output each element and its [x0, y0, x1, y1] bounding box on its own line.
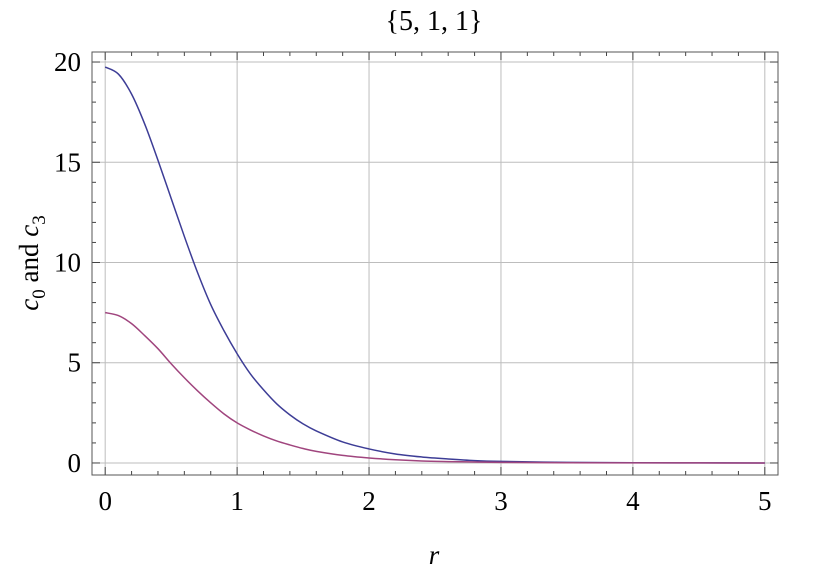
grid [92, 52, 778, 475]
x-tick-label-3: 3 [494, 486, 508, 516]
y-tick-label-4: 20 [54, 47, 81, 77]
x-tick-label-5: 5 [758, 486, 772, 516]
x-tick-label-0: 0 [98, 486, 112, 516]
ticks [92, 52, 778, 475]
y-tick-labels: 0 5 10 15 20 [54, 47, 81, 478]
y-label-var1: c [14, 299, 44, 311]
y-tick-label-2: 10 [54, 247, 81, 277]
y-label-sub1: 0 [29, 289, 50, 299]
series [104, 66, 765, 464]
y-label-var2: c [14, 225, 44, 237]
y-axis-label: c0 and c3 [14, 215, 50, 310]
y-label-sub2: 3 [29, 215, 50, 225]
y-tick-label-0: 0 [68, 448, 82, 478]
series-line-1 [105, 311, 765, 464]
x-axis-label: r [429, 540, 440, 570]
y-tick-label-1: 5 [68, 348, 82, 378]
y-label-mid: and [14, 237, 44, 289]
y-tick-label-3: 15 [54, 147, 81, 177]
x-tick-label-2: 2 [362, 486, 376, 516]
chart-title: {5, 1, 1} [386, 6, 483, 37]
x-tick-labels: 0 1 2 3 4 5 [98, 486, 771, 516]
x-tick-label-4: 4 [626, 486, 640, 516]
x-tick-label-1: 1 [230, 486, 244, 516]
series-line-0 [104, 66, 765, 464]
plot-frame [91, 51, 779, 476]
